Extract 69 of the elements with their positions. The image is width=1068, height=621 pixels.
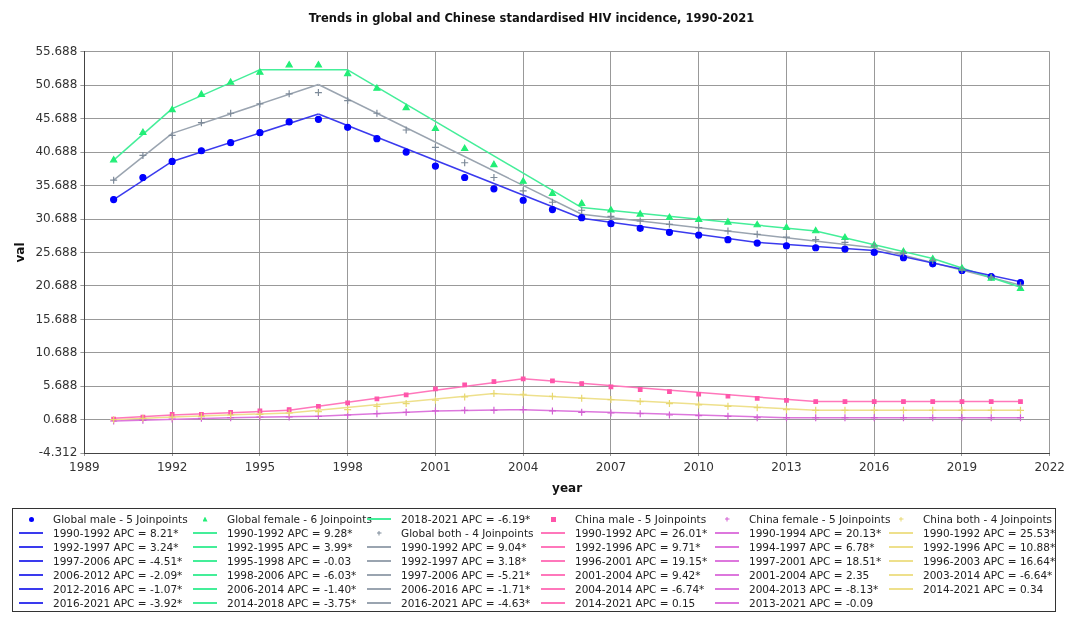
y-tick-label: 45.688 [35,110,78,125]
legend-label: 1997-2001 APC = 18.51* [749,555,882,567]
legend-label: 1992-1997 APC = 3.24* [53,541,179,553]
legend-label: 2001-2004 APC = 2.35 [749,569,870,581]
legend-label: China both - 4 Joinpoints [923,513,1053,525]
x-tick-label: 1992 [156,459,188,474]
legend-label: 1996-2001 APC = 19.15* [575,555,708,567]
legend-label: 2006-2012 APC = -2.09* [53,569,183,581]
x-tick-label: 1998 [332,459,363,474]
legend-label: 1995-1998 APC = -0.03 [227,555,352,567]
legend-label: Global female - 6 Joinpoints [227,513,372,525]
legend-label: 1992-1996 APC = 10.88* [923,541,1056,553]
legend-label: 2004-2013 APC = -8.13* [749,583,879,595]
y-tick-label: 5.688 [43,378,78,393]
x-tick-label: 1995 [244,459,276,474]
legend-label: 1997-2006 APC = -5.21* [401,569,531,581]
legend-label: 2014-2021 APC = 0.15 [575,597,696,609]
y-tick-label: 35.688 [35,177,78,192]
x-tick-label: 2007 [595,459,627,474]
legend-label: 2006-2016 APC = -1.71* [401,583,531,595]
legend-label: 1990-1992 APC = 25.53* [923,527,1056,539]
y-tick-label: 40.688 [35,144,78,159]
legend-label: 1990-1992 APC = 8.21* [53,527,179,539]
y-axis-title: val [13,242,28,263]
legend-label: 1996-2003 APC = 16.64* [923,555,1056,567]
legend-label: 2001-2004 APC = 9.42* [575,569,701,581]
legend-label: 2014-2021 APC = 0.34 [923,583,1044,595]
x-tick-label: 2016 [858,459,890,474]
legend-label: 1990-1992 APC = 9.28* [227,527,353,539]
x-tick-label: 2010 [683,459,714,474]
y-tick-label: 55.688 [35,43,78,58]
legend-label: 2006-2014 APC = -1.40* [227,583,357,595]
legend-label: 2016-2021 APC = -4.63* [401,597,531,609]
x-tick-label: 2004 [507,459,539,474]
legend-label: 2016-2021 APC = -3.92* [53,597,183,609]
y-tick-label: 10.688 [35,344,78,359]
legend-label: 2003-2014 APC = -6.64* [923,569,1053,581]
legend-label: 2014-2018 APC = -3.75* [227,597,357,609]
y-tick-label: 0.688 [43,411,78,426]
legend-label: 1990-1994 APC = 20.13* [749,527,882,539]
x-tick-label: 1989 [69,459,100,474]
x-tick-label: 2022 [1034,459,1065,474]
legend-label: 2012-2016 APC = -1.07* [53,583,183,595]
legend-label: 1990-1992 APC = 9.04* [401,541,527,553]
y-tick-label: 30.688 [35,211,78,226]
x-tick-label: 2001 [420,459,451,474]
legend-label: China female - 5 Joinpoints [749,513,891,525]
legend-label: Global both - 4 Joinpoints [401,527,534,539]
legend-label: China male - 5 Joinpoints [575,513,707,525]
legend-label: 1992-1995 APC = 3.99* [227,541,353,553]
y-tick-label: 15.688 [35,311,78,326]
legend-label: 1994-1997 APC = 6.78* [749,541,875,553]
chart-title: Trends in global and Chinese standardised HIV incidence, 1990-2021 [308,10,755,25]
legend-label: 1992-1996 APC = 9.71* [575,541,701,553]
legend-label: 1998-2006 APC = -6.03* [227,569,357,581]
x-tick-label: 2019 [946,459,978,474]
legend-label: 2018-2021 APC = -6.19* [401,513,531,525]
legend-label: Global male - 5 Joinpoints [53,513,188,525]
y-tick-label: -4.312 [38,445,78,460]
y-tick-label: 25.688 [35,244,78,259]
legend-label: 1997-2006 APC = -4.51* [53,555,183,567]
y-tick-label: 50.688 [35,77,78,92]
legend-label: 2013-2021 APC = -0.09 [749,597,874,609]
legend-label: 2004-2014 APC = -6.74* [575,583,705,595]
x-tick-label: 2013 [771,459,802,474]
x-axis-title: year [552,480,583,495]
legend-label: 1990-1992 APC = 26.01* [575,527,708,539]
y-tick-label: 20.688 [35,278,78,293]
legend-label: 1992-1997 APC = 3.18* [401,555,527,567]
